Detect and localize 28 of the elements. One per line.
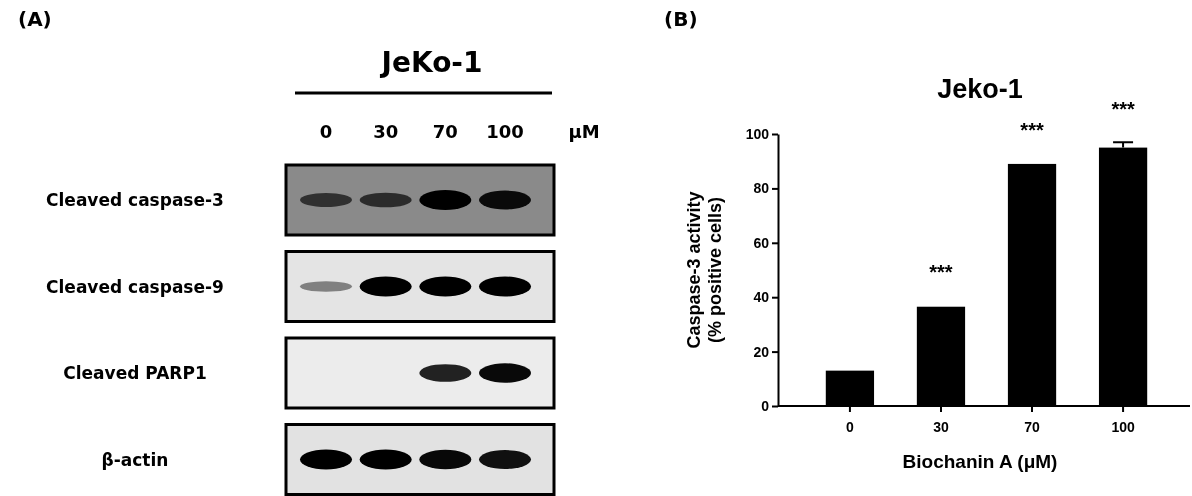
category-label: 0: [319, 121, 333, 142]
annotation: ***: [1111, 98, 1135, 121]
y-axis-title: Caspase-3 activity (% positive cells): [684, 191, 725, 349]
category-label: Cleaved caspase-3: [46, 190, 224, 210]
category-label: 30: [373, 121, 399, 142]
y-tick-label: 100: [745, 125, 770, 142]
annotation: ***: [929, 261, 953, 284]
x-tick-label: 30: [933, 418, 949, 435]
category-label: Cleaved caspase-9: [46, 276, 224, 297]
category-label: Cleaved PARP1: [63, 363, 207, 383]
y-tick-label: 80: [753, 180, 770, 197]
y-tick-label: 40: [753, 289, 770, 306]
y-tick-label: 20: [753, 343, 770, 360]
x-tick-label: 100: [1111, 418, 1135, 435]
text: (A): [18, 7, 52, 31]
chart-title: Jeko-1: [937, 74, 1023, 104]
category-label: 70: [432, 121, 458, 142]
category-label: 100: [486, 121, 524, 142]
text: JeKo-1: [379, 46, 483, 79]
category-label: β-actin: [101, 449, 169, 470]
text: (B): [664, 7, 698, 31]
text: μM: [568, 121, 600, 142]
y-tick-label: 60: [753, 234, 770, 251]
x-tick-label: 0: [846, 418, 855, 435]
annotation: ***: [1020, 118, 1044, 141]
x-tick-label: 70: [1024, 418, 1041, 435]
x-axis-title: Biochanin A (μM): [902, 451, 1058, 472]
y-tick-label: 0: [761, 397, 770, 414]
